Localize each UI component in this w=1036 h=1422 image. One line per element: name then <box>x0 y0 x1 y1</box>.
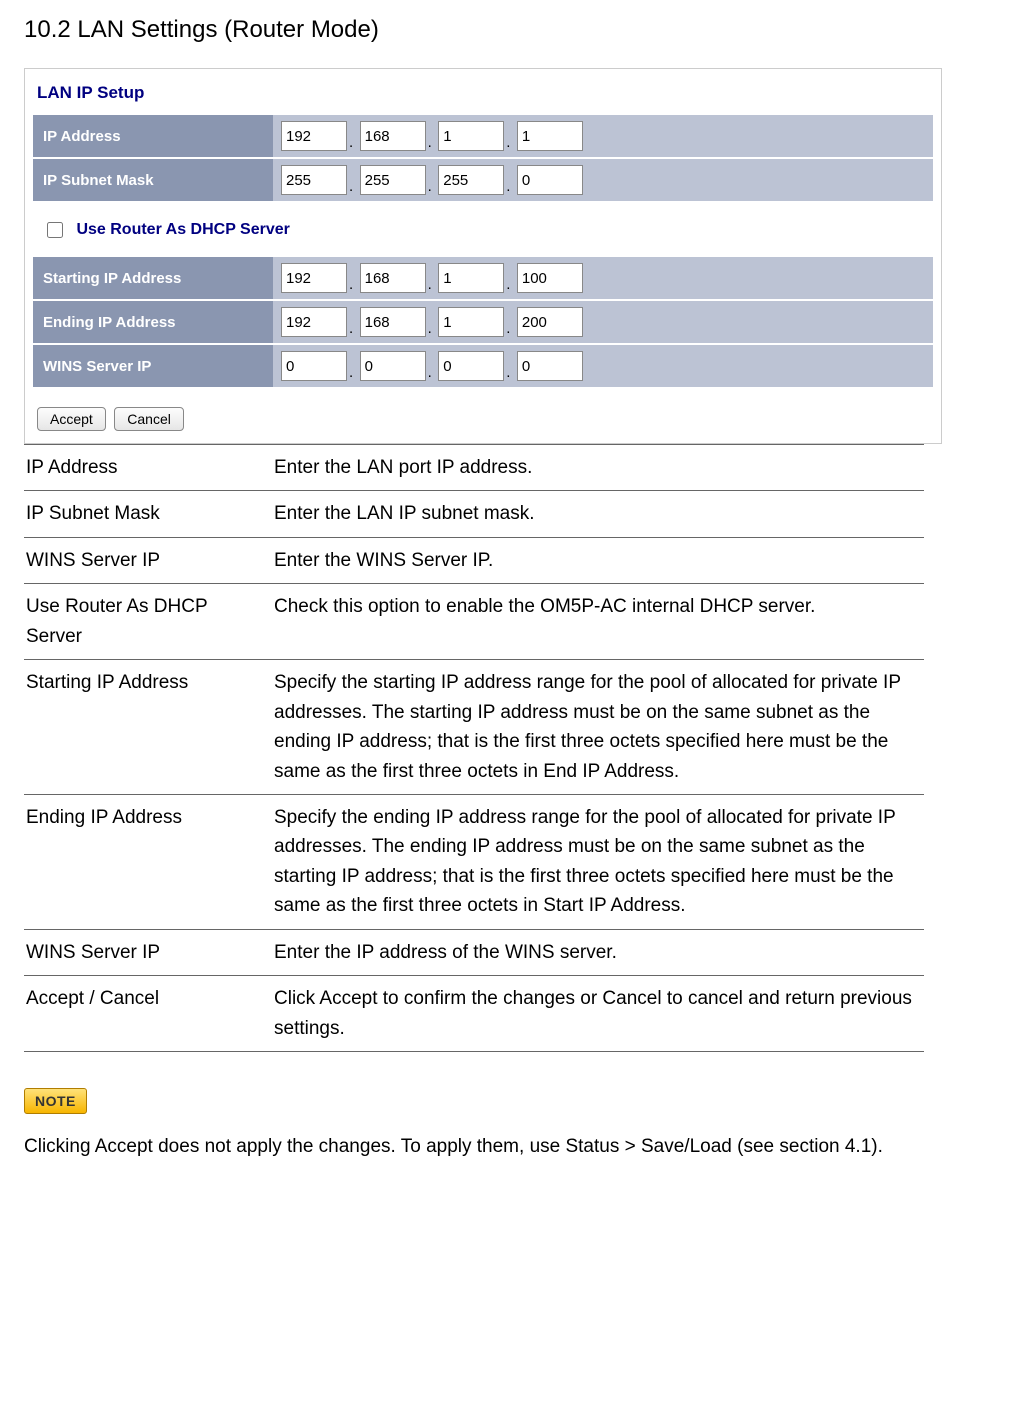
desc-row: Ending IP Address Specify the ending IP … <box>24 794 924 929</box>
note-badge: NOTE <box>24 1088 87 1114</box>
subnet-octet-1[interactable] <box>281 165 347 195</box>
ip-address-octet-1[interactable] <box>281 121 347 151</box>
row-subnet-mask: IP Subnet Mask . . . <box>33 158 933 201</box>
desc-text: Enter the LAN port IP address. <box>272 445 924 491</box>
desc-text: Specify the starting IP address range fo… <box>272 660 924 795</box>
desc-term: Use Router As DHCP Server <box>24 584 272 660</box>
panel-title: LAN IP Setup <box>33 77 933 113</box>
row-wins-ip: WINS Server IP . . . <box>33 344 933 387</box>
dot-sep: . <box>504 364 512 381</box>
dot-sep: . <box>347 364 355 381</box>
wins-ip-octet-4[interactable] <box>517 351 583 381</box>
desc-term: WINS Server IP <box>24 929 272 975</box>
ip-address-octet-2[interactable] <box>360 121 426 151</box>
value-ending-ip: . . . <box>273 300 933 344</box>
desc-row: Use Router As DHCP Server Check this opt… <box>24 584 924 660</box>
accept-button[interactable]: Accept <box>37 407 106 431</box>
dhcp-section: Use Router As DHCP Server <box>33 201 933 255</box>
dhcp-checkbox[interactable] <box>47 222 63 238</box>
dot-sep: . <box>426 134 434 151</box>
desc-row: WINS Server IP Enter the IP address of t… <box>24 929 924 975</box>
ip-address-octet-3[interactable] <box>438 121 504 151</box>
desc-text: Enter the LAN IP subnet mask. <box>272 491 924 537</box>
desc-text: Enter the WINS Server IP. <box>272 537 924 583</box>
label-subnet-mask: IP Subnet Mask <box>33 158 273 201</box>
desc-term: IP Subnet Mask <box>24 491 272 537</box>
lan-setup-panel: LAN IP Setup IP Address . . . IP Subnet … <box>24 68 942 444</box>
dot-sep: . <box>347 178 355 195</box>
desc-text: Check this option to enable the OM5P-AC … <box>272 584 924 660</box>
wins-ip-octet-3[interactable] <box>438 351 504 381</box>
subnet-octet-3[interactable] <box>438 165 504 195</box>
label-ip-address: IP Address <box>33 114 273 158</box>
description-table: IP Address Enter the LAN port IP address… <box>24 444 924 1052</box>
dot-sep: . <box>504 178 512 195</box>
dot-sep: . <box>504 134 512 151</box>
desc-row: IP Address Enter the LAN port IP address… <box>24 445 924 491</box>
label-ending-ip: Ending IP Address <box>33 300 273 344</box>
ip-address-octet-4[interactable] <box>517 121 583 151</box>
button-row: Accept Cancel <box>33 387 933 435</box>
note-text: Clicking Accept does not apply the chang… <box>24 1132 924 1162</box>
desc-text: Enter the IP address of the WINS server. <box>272 929 924 975</box>
starting-ip-octet-3[interactable] <box>438 263 504 293</box>
label-wins-ip: WINS Server IP <box>33 344 273 387</box>
desc-term: Starting IP Address <box>24 660 272 795</box>
desc-term: IP Address <box>24 445 272 491</box>
dot-sep: . <box>347 276 355 293</box>
desc-term: Accept / Cancel <box>24 976 272 1052</box>
dot-sep: . <box>347 134 355 151</box>
dot-sep: . <box>347 320 355 337</box>
dhcp-checkbox-label: Use Router As DHCP Server <box>76 221 289 238</box>
desc-row: IP Subnet Mask Enter the LAN IP subnet m… <box>24 491 924 537</box>
starting-ip-octet-2[interactable] <box>360 263 426 293</box>
ending-ip-octet-1[interactable] <box>281 307 347 337</box>
label-starting-ip: Starting IP Address <box>33 256 273 300</box>
desc-row: WINS Server IP Enter the WINS Server IP. <box>24 537 924 583</box>
desc-row: Starting IP Address Specify the starting… <box>24 660 924 795</box>
section-heading: 10.2 LAN Settings (Router Mode) <box>24 16 1012 44</box>
dot-sep: . <box>426 320 434 337</box>
value-subnet-mask: . . . <box>273 158 933 201</box>
desc-text: Specify the ending IP address range for … <box>272 794 924 929</box>
ending-ip-octet-4[interactable] <box>517 307 583 337</box>
dot-sep: . <box>426 364 434 381</box>
wins-ip-octet-2[interactable] <box>360 351 426 381</box>
value-ip-address: . . . <box>273 114 933 158</box>
ending-ip-octet-2[interactable] <box>360 307 426 337</box>
ending-ip-octet-3[interactable] <box>438 307 504 337</box>
desc-term: Ending IP Address <box>24 794 272 929</box>
subnet-octet-2[interactable] <box>360 165 426 195</box>
cancel-button[interactable]: Cancel <box>114 407 184 431</box>
row-ending-ip: Ending IP Address . . . <box>33 300 933 344</box>
subnet-octet-4[interactable] <box>517 165 583 195</box>
ip-form-table: IP Address . . . IP Subnet Mask . . . <box>33 113 933 201</box>
starting-ip-octet-1[interactable] <box>281 263 347 293</box>
wins-ip-octet-1[interactable] <box>281 351 347 381</box>
dot-sep: . <box>426 178 434 195</box>
row-starting-ip: Starting IP Address . . . <box>33 256 933 300</box>
dot-sep: . <box>504 320 512 337</box>
dot-sep: . <box>504 276 512 293</box>
desc-term: WINS Server IP <box>24 537 272 583</box>
row-ip-address: IP Address . . . <box>33 114 933 158</box>
starting-ip-octet-4[interactable] <box>517 263 583 293</box>
value-wins-ip: . . . <box>273 344 933 387</box>
desc-row: Accept / Cancel Click Accept to confirm … <box>24 976 924 1052</box>
desc-text: Click Accept to confirm the changes or C… <box>272 976 924 1052</box>
dhcp-form-table: Starting IP Address . . . Ending IP Addr… <box>33 255 933 387</box>
dot-sep: . <box>426 276 434 293</box>
value-starting-ip: . . . <box>273 256 933 300</box>
